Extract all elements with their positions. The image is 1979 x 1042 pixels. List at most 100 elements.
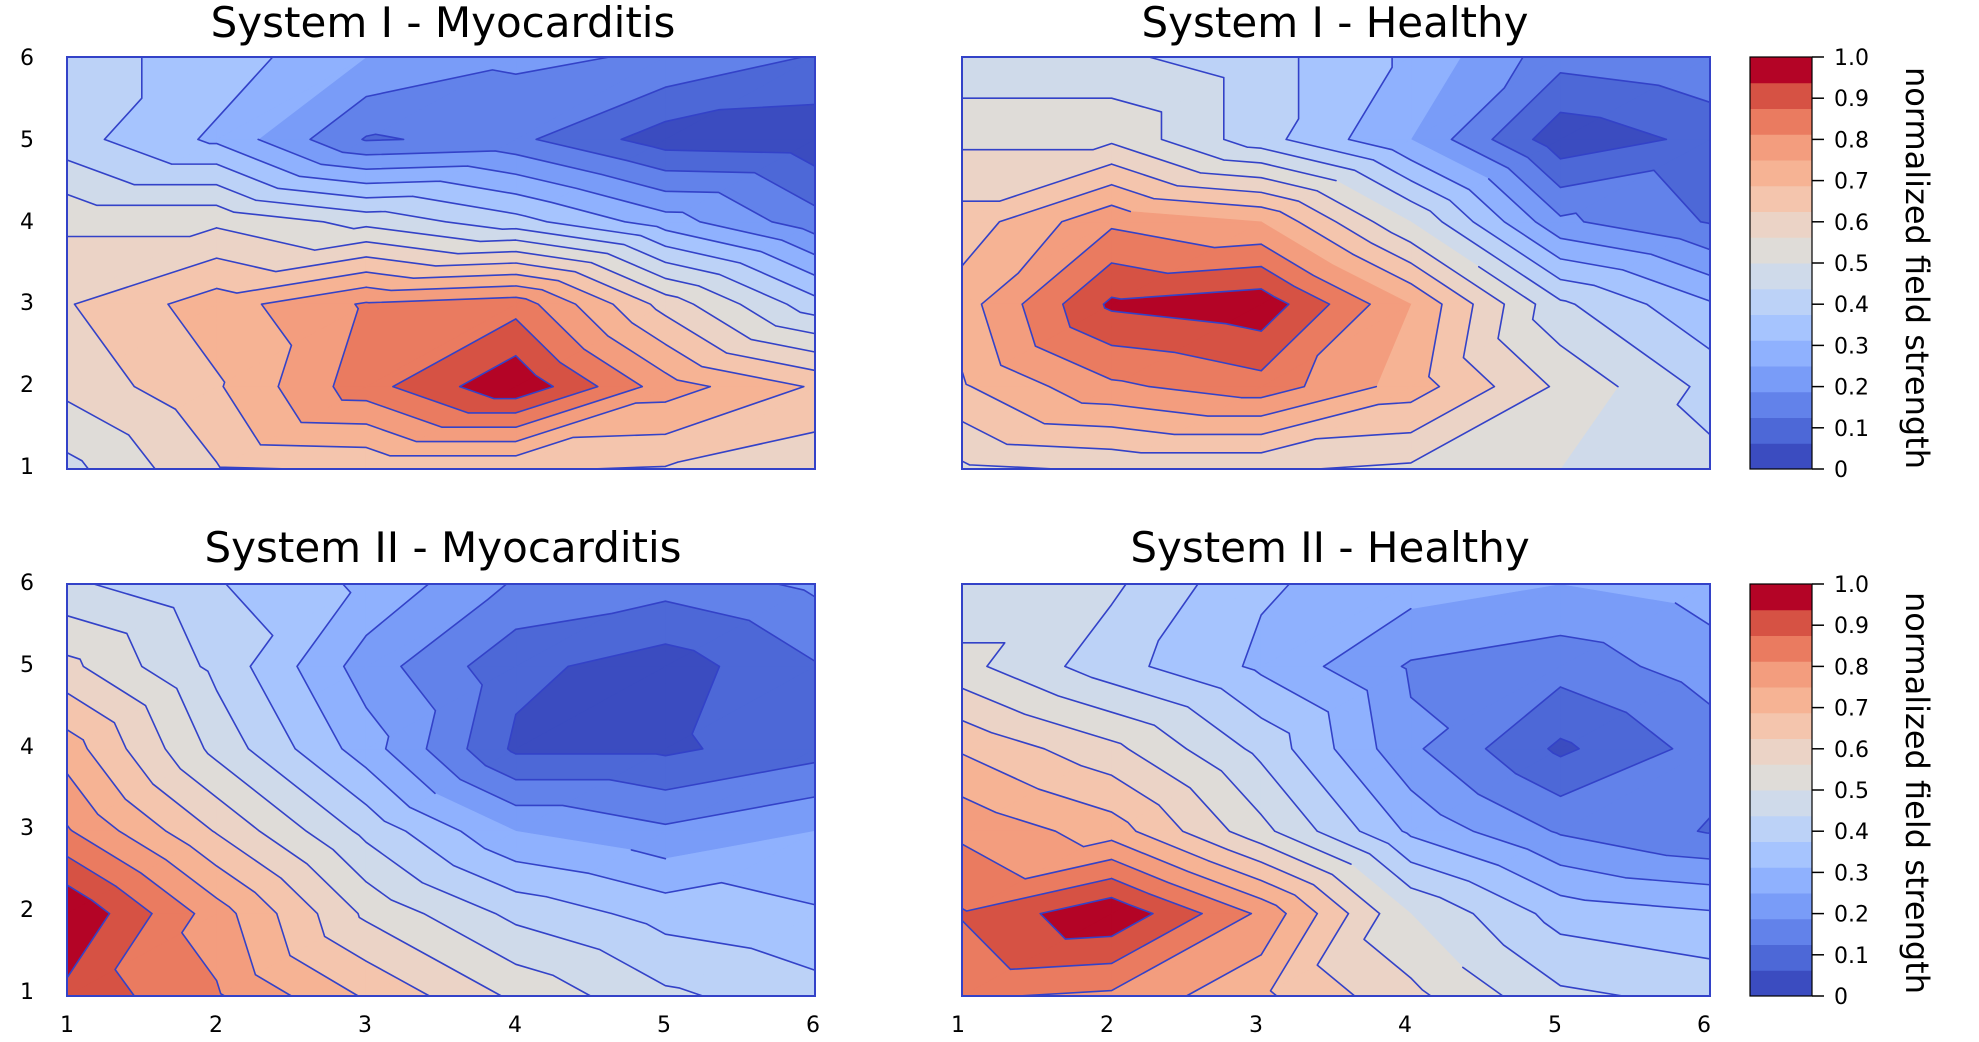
contour-line: [257, 138, 816, 256]
colorbar-tick-label: 0.7: [1834, 170, 1869, 195]
contour-line: [1322, 602, 1711, 886]
contour-line: [296, 583, 816, 906]
y-tick-label: 5: [20, 128, 34, 153]
colorbar-swatch: [1750, 57, 1812, 84]
colorbar-swatch: [1750, 263, 1812, 290]
colorbar-tick-label: 0.6: [1834, 738, 1869, 763]
colorbar-swatch: [1750, 443, 1812, 470]
x-tick-label: 4: [508, 1013, 522, 1038]
colorbar-label: normalized field strength: [1898, 592, 1936, 994]
contour-plot: [66, 583, 816, 997]
contour-line: [332, 296, 644, 429]
colorbar-swatch: [1750, 417, 1812, 444]
colorbar-swatch: [1750, 134, 1812, 161]
panel-system2-myocarditis: System II - Myocarditis 1 2 3 4 5 6 1 2 …: [20, 523, 820, 1038]
contour-line: [66, 855, 153, 997]
x-tick-label: 6: [806, 1013, 820, 1038]
contour-line: [1484, 686, 1711, 835]
colorbar-swatch: [1750, 160, 1812, 187]
contour-plot: [961, 56, 1711, 470]
colorbar-tick-label: 0.7: [1834, 697, 1869, 722]
plot-frame: [66, 56, 816, 470]
colorbar-swatch: [1750, 82, 1812, 109]
colorbar-tick-label: 0.5: [1834, 779, 1869, 804]
contour-line: [1148, 56, 1711, 436]
contour-line: [1347, 56, 1711, 302]
contour-line: [66, 654, 503, 997]
x-axis-ticks: 1 2 3 4 5 6: [60, 1013, 820, 1038]
y-tick-label: 2: [20, 373, 34, 398]
contour-line: [961, 753, 1319, 997]
contour-line: [1487, 178, 1711, 277]
contour-line: [309, 56, 816, 235]
contour-line: [66, 193, 816, 470]
contour-plot: [961, 583, 1711, 997]
colorbar-tick-label: 0.2: [1834, 376, 1869, 401]
y-tick-label: 1: [20, 455, 34, 480]
colorbar-tick-label: 0: [1834, 985, 1848, 1010]
contour-line: [225, 583, 816, 972]
contour-line: [961, 142, 1551, 470]
colorbar-swatch: [1750, 635, 1812, 662]
x-axis-ticks: 1 2 3 4 5 6: [951, 1013, 1711, 1038]
panel-system1-myocarditis: System I - Myocarditis 1 2 3 4 5 6: [20, 0, 816, 480]
colorbar-swatch: [1750, 867, 1812, 894]
contour-line: [961, 877, 1203, 971]
colorbar-swatch: [1750, 815, 1812, 842]
colorbar-swatch: [1750, 609, 1812, 636]
contour-line: [961, 97, 1619, 388]
colorbar-tick-label: 0.9: [1834, 87, 1869, 112]
x-tick-label: 2: [1100, 1013, 1114, 1038]
colorbar-tick-label: 0.4: [1834, 820, 1869, 845]
contour-line: [342, 583, 667, 860]
y-tick-label: 3: [20, 816, 34, 841]
contour-line: [66, 614, 592, 997]
contour-line: [961, 796, 1287, 997]
colorbar-tick-label: 0.1: [1834, 417, 1869, 442]
contour-line: [961, 719, 1356, 997]
contour-line: [400, 583, 816, 826]
contour-line: [1285, 56, 1711, 351]
contour-line: [1450, 56, 1711, 251]
colorbar-swatch: [1750, 584, 1812, 611]
colorbar-top: 0 0.1 0.2 0.3 0.4 0.5 0.6 0.7 0.8 0.9 1.…: [1749, 46, 1936, 483]
colorbar-tick-label: 1.0: [1834, 573, 1869, 598]
colorbar-tick-label: 0.5: [1834, 252, 1869, 277]
contour-line: [1241, 583, 1711, 912]
panel-system2-healthy: System II - Healthy 1 2 3 4 5 6: [951, 523, 1711, 1038]
y-tick-label: 4: [20, 735, 34, 760]
colorbar-swatch: [1750, 970, 1812, 997]
contour-line: [1400, 634, 1711, 860]
contour-line: [1531, 111, 1668, 160]
y-tick-label: 3: [20, 291, 34, 316]
contour-line: [1021, 227, 1371, 399]
contour-line: [392, 318, 599, 414]
contour-line: [980, 204, 1378, 417]
colorbar-swatch: [1750, 918, 1812, 945]
contour-line: [961, 642, 1504, 997]
colorbar-swatch: [1750, 661, 1812, 688]
colorbar-tick-label: 0.3: [1834, 334, 1869, 359]
colorbar-tick-label: 0.2: [1834, 903, 1869, 928]
y-tick-label: 1: [20, 980, 34, 1005]
colorbar-swatch: [1750, 340, 1812, 367]
contour-line: [458, 354, 554, 400]
x-tick-label: 3: [358, 1013, 372, 1038]
panel-system1-healthy: System I - Healthy: [961, 0, 1711, 470]
contour-line: [361, 56, 816, 207]
contour-band: [621, 104, 816, 167]
contour-line: [167, 271, 805, 457]
plot-frame: [66, 583, 816, 997]
contour-line: [1547, 737, 1580, 758]
panel-title: System I - Myocarditis: [211, 0, 676, 47]
contour-line: [92, 583, 704, 997]
x-tick-label: 3: [1249, 1013, 1263, 1038]
colorbar-swatches: [1749, 56, 1813, 470]
colorbar-tick-label: 0.1: [1834, 944, 1869, 969]
y-tick-label: 2: [20, 898, 34, 923]
colorbar-tick-label: 1.0: [1834, 46, 1869, 71]
x-tick-label: 1: [60, 1013, 74, 1038]
contour-line: [1102, 288, 1290, 332]
contour-line: [506, 643, 721, 757]
